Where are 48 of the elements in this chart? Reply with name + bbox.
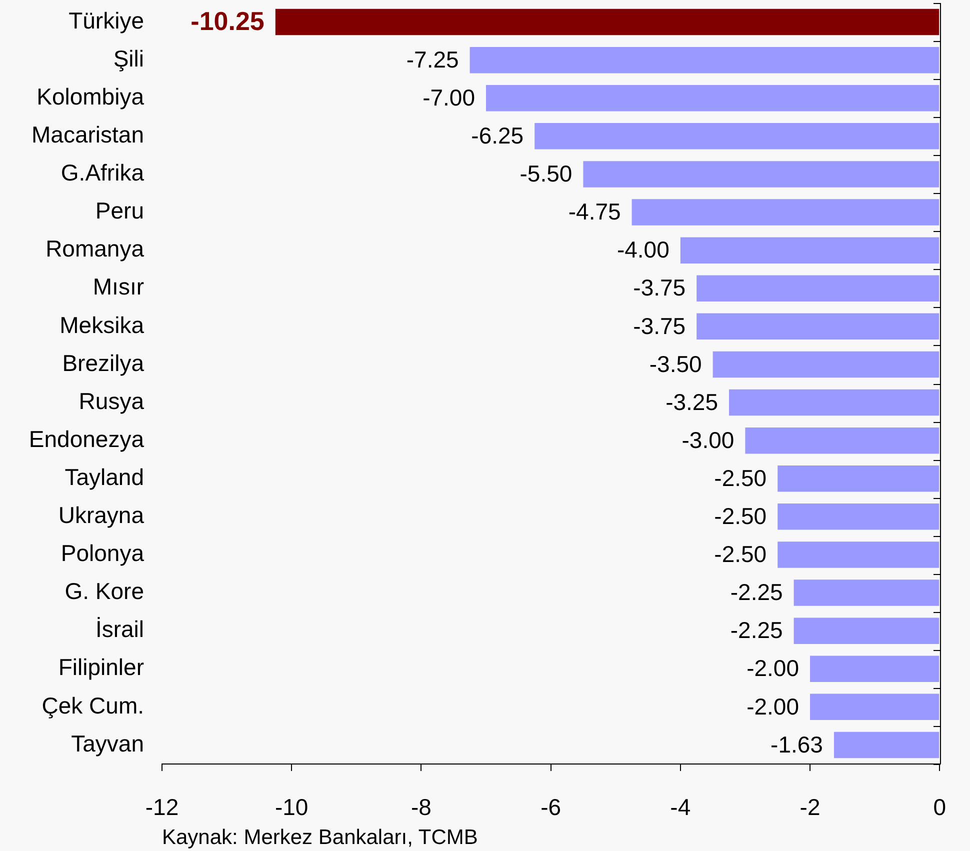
data-label: -3.75 (633, 312, 686, 339)
y-tick-label: Şili (113, 45, 144, 72)
y-tick-label: Çek Cum. (42, 692, 144, 718)
data-label: -2.50 (714, 541, 767, 568)
x-tick-label: -2 (800, 794, 820, 820)
y-tick-label: İsrail (95, 616, 144, 642)
y-tick-label: Peru (95, 198, 144, 224)
y-tick-label: Romanya (46, 236, 144, 262)
y-tick-label: Polonya (60, 540, 144, 566)
data-label: -2.50 (714, 464, 767, 491)
data-label: -3.00 (682, 426, 734, 453)
data-label: -2.00 (746, 655, 800, 682)
y-tick-label: G.Afrika (60, 160, 144, 186)
data-label: -4.00 (616, 236, 670, 263)
data-label: -5.50 (520, 160, 572, 187)
text: Kaynak: Merkez Bankaları, TCMB (162, 826, 478, 849)
x-tick-label: -4 (670, 794, 691, 820)
x-tick-label: -10 (274, 794, 308, 820)
data-label: -10.25 (190, 6, 264, 36)
y-tick-label: Meksika (60, 312, 144, 338)
data-label: -2.25 (730, 617, 783, 644)
data-label: -2.50 (714, 503, 767, 530)
y-tick-label: Kolombiya (36, 83, 144, 110)
x-tick-label: -12 (145, 794, 179, 820)
y-tick-label: G. Kore (64, 578, 144, 604)
y-tick-label: Endonezya (28, 426, 144, 452)
data-label: -2.25 (730, 579, 783, 606)
y-tick-label: Ukrayna (58, 502, 144, 528)
data-label: -1.63 (770, 731, 823, 758)
data-label: -4.75 (568, 198, 621, 225)
x-tick-label: -8 (410, 794, 432, 820)
x-tick-label: -6 (540, 794, 562, 820)
y-tick-label: Rusya (78, 388, 144, 414)
data-label: -3.75 (633, 274, 686, 301)
data-label: -6.25 (471, 122, 524, 149)
y-tick-label: Brezilya (62, 350, 144, 376)
data-label: -2.00 (746, 693, 800, 720)
y-tick-label: Türkiye (68, 7, 144, 34)
y-tick-label: Tayvan (71, 730, 144, 756)
data-label: -3.50 (649, 350, 702, 377)
x-tick-label: 0 (933, 794, 946, 820)
y-tick-label: Mısır (92, 274, 144, 300)
data-label: -7.25 (406, 46, 459, 72)
y-tick-label: Macaristan (32, 122, 144, 148)
data-label: -3.25 (666, 388, 718, 415)
y-tick-label: Tayland (64, 464, 144, 490)
data-label: -7.00 (422, 84, 475, 110)
y-tick-label: Filipinler (58, 654, 144, 680)
